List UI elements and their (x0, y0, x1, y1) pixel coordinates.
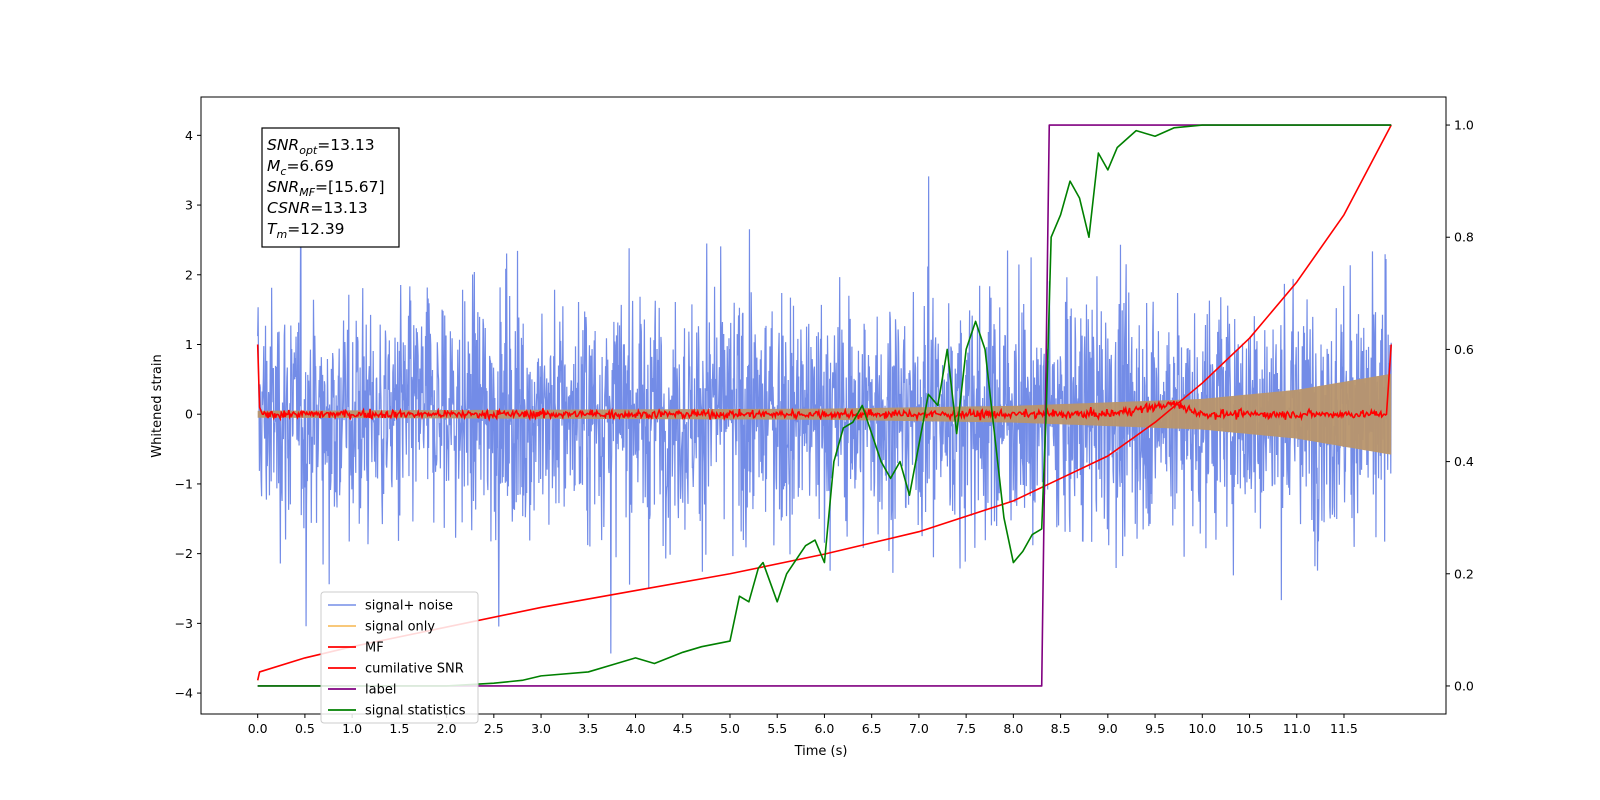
annotation-line: Mc=6.69 (267, 157, 334, 178)
legend[interactable]: signal+ noise signal only MF cumilative SNR… (320, 591, 479, 724)
x-axis-label: Time (s) (794, 744, 848, 759)
annotation-line: CSNR=13.13 (267, 199, 368, 217)
x-tick-label: 11.0 (1283, 721, 1311, 736)
legend-entry[interactable]: signal only (365, 620, 435, 635)
legend-entry[interactable]: signal+ noise (365, 599, 453, 614)
y-tick-label-left: −1 (175, 476, 193, 491)
x-tick-label: 11.5 (1330, 721, 1358, 736)
x-tick-label: 6.5 (862, 721, 882, 736)
y-tick-label-right: 0.0 (1454, 678, 1474, 693)
y-tick-label-right: 0.2 (1454, 566, 1474, 581)
y-tick-label-left: −3 (175, 616, 193, 631)
y-axis-left: 4 3 2 1 0 −1 −2 −3 −4 (175, 128, 201, 701)
x-tick-label: 8.5 (1051, 721, 1071, 736)
series-signal-noise (257, 176, 1392, 654)
x-tick-label: 7.5 (956, 721, 976, 736)
x-tick-label: 1.0 (342, 721, 362, 736)
x-axis: 0.0 0.5 1.0 1.5 2.0 2.5 3.0 3.5 4.0 4.5 5.0 5.5 6.0 6… (248, 714, 1358, 736)
legend-entry[interactable]: label (365, 683, 396, 698)
y-axis-right: 1.0 0.8 0.6 0.4 0.2 0.0 (1446, 118, 1474, 693)
y-tick-label-right: 1.0 (1454, 118, 1474, 133)
x-tick-label: 3.0 (531, 721, 551, 736)
x-tick-label: 10.0 (1188, 721, 1216, 736)
x-tick-label: 7.0 (909, 721, 929, 736)
y-tick-label-left: 1 (185, 337, 193, 352)
x-tick-label: 1.5 (389, 721, 409, 736)
x-tick-label: 8.0 (1003, 721, 1023, 736)
annotation-frame (261, 127, 400, 248)
legend-frame (320, 591, 479, 724)
y-tick-label-left: −2 (175, 546, 193, 561)
stats-annotation-box: SNRopt=13.13Mc=6.69SNRMF=[15.67]CSNR=13.… (261, 127, 400, 248)
x-tick-label: 10.5 (1236, 721, 1264, 736)
annotation-line: SNRopt=13.13 (267, 136, 375, 157)
annotation-line: SNRMF=[15.67] (267, 178, 385, 199)
annotation-line: Tm=12.39 (267, 220, 345, 241)
legend-entry[interactable]: cumilative SNR (365, 662, 464, 677)
x-tick-label: 3.5 (578, 721, 598, 736)
x-tick-label: 9.5 (1145, 721, 1165, 736)
x-tick-label: 2.0 (437, 721, 457, 736)
x-tick-label: 5.5 (767, 721, 787, 736)
y-tick-label-left: 0 (185, 407, 193, 422)
legend-entry[interactable]: MF (365, 641, 384, 656)
y-tick-label-left: 3 (185, 198, 193, 213)
y-axis-label: Whitened strain (150, 354, 165, 457)
series-mf (256, 344, 1393, 422)
series-signal-statistics (257, 124, 1392, 687)
y-tick-label-left: −4 (175, 686, 193, 701)
x-tick-label: 0.5 (295, 721, 315, 736)
x-tick-label: 0.0 (248, 721, 268, 736)
y-tick-label-right: 0.6 (1454, 342, 1474, 357)
x-tick-label: 6.0 (814, 721, 834, 736)
x-tick-label: 4.0 (626, 721, 646, 736)
x-tick-label: 5.0 (720, 721, 740, 736)
y-tick-label-left: 2 (185, 267, 193, 282)
y-tick-label-right: 0.4 (1454, 454, 1474, 469)
x-tick-label: 2.5 (484, 721, 504, 736)
x-tick-label: 4.5 (673, 721, 693, 736)
y-tick-label-right: 0.8 (1454, 230, 1474, 245)
x-tick-label: 9.0 (1098, 721, 1118, 736)
y-tick-label-left: 4 (185, 128, 193, 143)
axes-frame (200, 96, 1447, 715)
legend-entry[interactable]: signal statistics (365, 704, 466, 719)
